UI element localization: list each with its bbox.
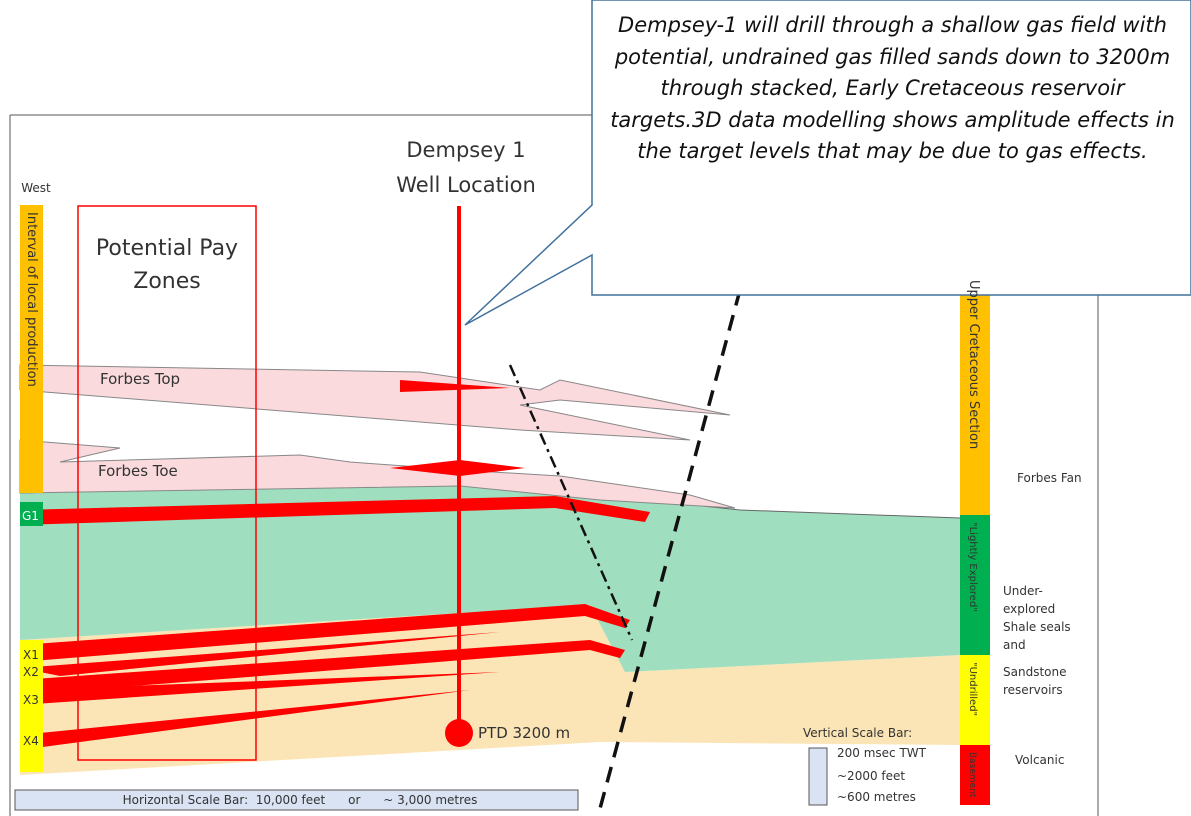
column-label: "Undrilled" [967, 662, 978, 716]
description: and [1003, 638, 1026, 652]
column-label: Upper Cretaceous Section [966, 280, 981, 449]
vertical-scale-label: 200 msec TWT [837, 746, 927, 760]
diagram: West Interval of local production Potent… [0, 0, 1191, 816]
bed-label: X1 [23, 648, 39, 662]
vertical-scale-label: ~600 metres [837, 790, 916, 804]
horizon-label: Forbes Top [100, 370, 180, 388]
pay-zones-label: Potential Pay [96, 236, 238, 261]
vertical-scale-label: ~2000 feet [837, 769, 905, 783]
horizontal-scale-label: Horizontal Scale Bar: 10,000 feet or ~ 3… [123, 793, 478, 807]
well-label: Well Location [396, 173, 536, 197]
vertical-scale-label: Vertical Scale Bar: [803, 726, 912, 740]
well-td [445, 719, 473, 747]
description: Forbes Fan [1017, 471, 1082, 485]
bed-label: X4 [23, 734, 39, 748]
vertical-scale-bar [809, 748, 827, 805]
description: Under- [1003, 584, 1043, 598]
callout-text: Dempsey-1 will drill through a shallow g… [605, 10, 1180, 168]
well-label: Dempsey 1 [406, 138, 525, 162]
west-label: West [21, 181, 51, 195]
description: Shale seals [1003, 620, 1071, 634]
column-label: "Lightly Explored" [967, 522, 978, 612]
pay-zones-label: Zones [133, 269, 200, 294]
column-label: Basement [967, 752, 977, 798]
ptd-label: PTD 3200 m [478, 724, 570, 742]
horizon-label: Forbes Toe [98, 462, 178, 480]
bed-label: X2 [23, 665, 39, 679]
bed-label: X3 [23, 693, 39, 707]
description: Sandstone [1003, 665, 1066, 679]
interval-label: Interval of local production [24, 212, 39, 387]
description: Volcanic [1015, 753, 1064, 767]
description: reservoirs [1003, 683, 1063, 697]
description: explored [1003, 602, 1055, 616]
bed-label: G1 [22, 509, 39, 523]
